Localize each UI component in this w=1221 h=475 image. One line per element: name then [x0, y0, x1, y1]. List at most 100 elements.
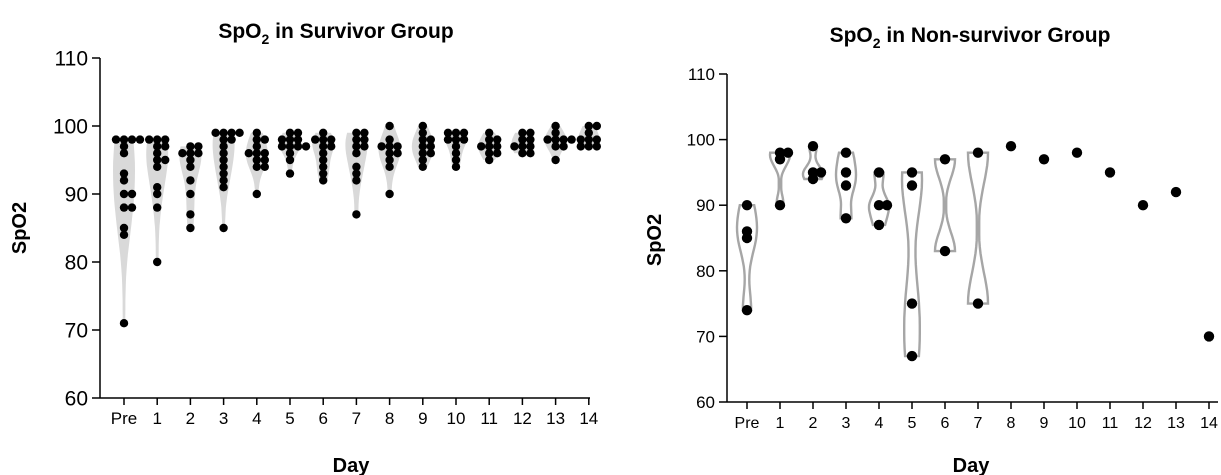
- survivor-x-tick-label: 1: [152, 409, 161, 428]
- non-survivor-violin: [900, 171, 924, 358]
- survivor-data-point: [426, 142, 435, 151]
- non-survivor-data-point: [741, 305, 753, 316]
- survivor-data-point: [551, 155, 560, 165]
- survivor-data-point: [285, 155, 295, 165]
- survivor-y-axis-label: SpO2: [9, 202, 31, 254]
- survivor-chart-title: SpO2 in Survivor Group: [218, 20, 453, 47]
- survivor-data-point: [319, 155, 328, 165]
- survivor-data-point: [119, 319, 129, 328]
- survivor-x-tick-label: 6: [318, 409, 327, 428]
- survivor-data-point: [252, 142, 261, 151]
- non-survivor-data-point: [1038, 154, 1050, 165]
- survivor-data-point: [377, 142, 386, 151]
- survivor-data-point: [153, 149, 162, 158]
- survivor-data-point: [153, 162, 162, 171]
- survivor-data-point: [119, 189, 129, 199]
- survivor-data-point: [260, 155, 269, 165]
- survivor-y-tick-label: 90: [65, 183, 88, 206]
- survivor-data-point: [285, 135, 295, 144]
- survivor-data-point: [119, 176, 129, 185]
- survivor-data-point: [252, 135, 261, 144]
- survivor-data-point: [285, 169, 295, 178]
- non-survivor-violin: [735, 203, 759, 312]
- survivor-data-point: [352, 135, 361, 144]
- survivor-data-point: [252, 162, 261, 171]
- survivor-data-point: [526, 149, 535, 158]
- non-survivor-data-point: [873, 200, 885, 211]
- non-survivor-data-point: [906, 167, 918, 178]
- survivor-data-point: [293, 135, 303, 144]
- survivor-data-point: [485, 135, 494, 144]
- survivor-y-tick-label: 100: [53, 115, 88, 138]
- survivor-data-point: [293, 128, 303, 137]
- survivor-data-point: [260, 162, 269, 171]
- non-survivor-violin: [966, 151, 990, 305]
- survivor-data-point: [385, 189, 394, 199]
- survivor-data-point: [219, 169, 228, 178]
- survivor-data-point: [260, 149, 269, 158]
- survivor-data-point: [510, 142, 519, 151]
- non-survivor-data-point: [807, 173, 819, 185]
- survivor-data-point: [252, 189, 261, 199]
- survivor-x-tick-label: 14: [579, 409, 598, 428]
- survivor-data-point: [219, 223, 228, 233]
- survivor-data-point: [186, 189, 195, 199]
- survivor-data-point: [252, 128, 261, 137]
- survivor-x-tick-label: 11: [480, 409, 498, 428]
- survivor-data-point: [426, 149, 435, 158]
- survivor-x-tick-label: 8: [385, 409, 394, 428]
- survivor-data-point: [127, 135, 137, 144]
- survivor-data-point: [576, 142, 585, 151]
- survivor-data-point: [285, 149, 295, 158]
- survivor-data-point: [119, 223, 129, 233]
- survivor-data-point: [518, 149, 527, 158]
- survivor-data-point: [227, 128, 236, 137]
- survivor-y-tick-label: 60: [65, 387, 88, 410]
- survivor-data-point: [584, 121, 593, 131]
- survivor-data-point: [418, 155, 427, 165]
- survivor-data-point: [153, 142, 162, 151]
- survivor-data-point: [451, 128, 461, 137]
- survivor-data-point: [352, 149, 361, 158]
- non-survivor-data-point: [1170, 186, 1182, 198]
- survivor-data-point: [485, 142, 494, 151]
- survivor-data-point: [385, 135, 394, 144]
- non-survivor-x-tick-label: 8: [1007, 415, 1016, 432]
- survivor-data-point: [526, 128, 535, 137]
- survivor-data-point: [235, 128, 244, 137]
- survivor-data-point: [227, 135, 236, 144]
- non-survivor-x-tick-label: Pre: [735, 415, 760, 432]
- survivor-data-point: [451, 142, 461, 151]
- survivor-x-tick-label: 12: [513, 409, 532, 428]
- non-survivor-data-point: [906, 180, 918, 191]
- non-survivor-data-point: [939, 245, 951, 257]
- survivor-data-point: [418, 135, 427, 144]
- survivor-data-point: [385, 162, 394, 171]
- survivor-x-tick-label: Pre: [111, 409, 137, 428]
- survivor-data-point: [285, 128, 295, 137]
- survivor-data-point: [418, 128, 427, 137]
- non-survivor-x-tick-label: 2: [809, 415, 818, 432]
- survivor-data-point: [584, 128, 593, 137]
- survivor-data-point: [584, 142, 593, 151]
- non-survivor-data-point: [906, 350, 918, 362]
- survivor-y-tick-label: 70: [65, 319, 88, 342]
- survivor-data-point: [418, 162, 427, 171]
- survivor-panel: SpO2 in Survivor Group SpO2 Day 60 70 80 90…: [9, 20, 601, 475]
- survivor-data-point: [119, 142, 129, 151]
- survivor-data-point: [385, 142, 394, 151]
- survivor-data-point: [385, 155, 394, 165]
- non-survivor-x-tick-label: 4: [875, 415, 884, 432]
- non-survivor-y-tick-label: 90: [696, 196, 715, 215]
- survivor-data-point: [477, 142, 486, 151]
- survivor-data-point: [186, 162, 195, 171]
- survivor-data-point: [219, 183, 228, 192]
- survivor-data-point: [576, 135, 585, 144]
- survivor-data-point: [219, 149, 228, 158]
- survivor-data-point: [352, 210, 361, 219]
- survivor-data-point: [493, 135, 502, 144]
- survivor-data-point: [277, 142, 287, 151]
- survivor-data-point: [526, 142, 535, 151]
- survivor-data-point: [352, 162, 361, 171]
